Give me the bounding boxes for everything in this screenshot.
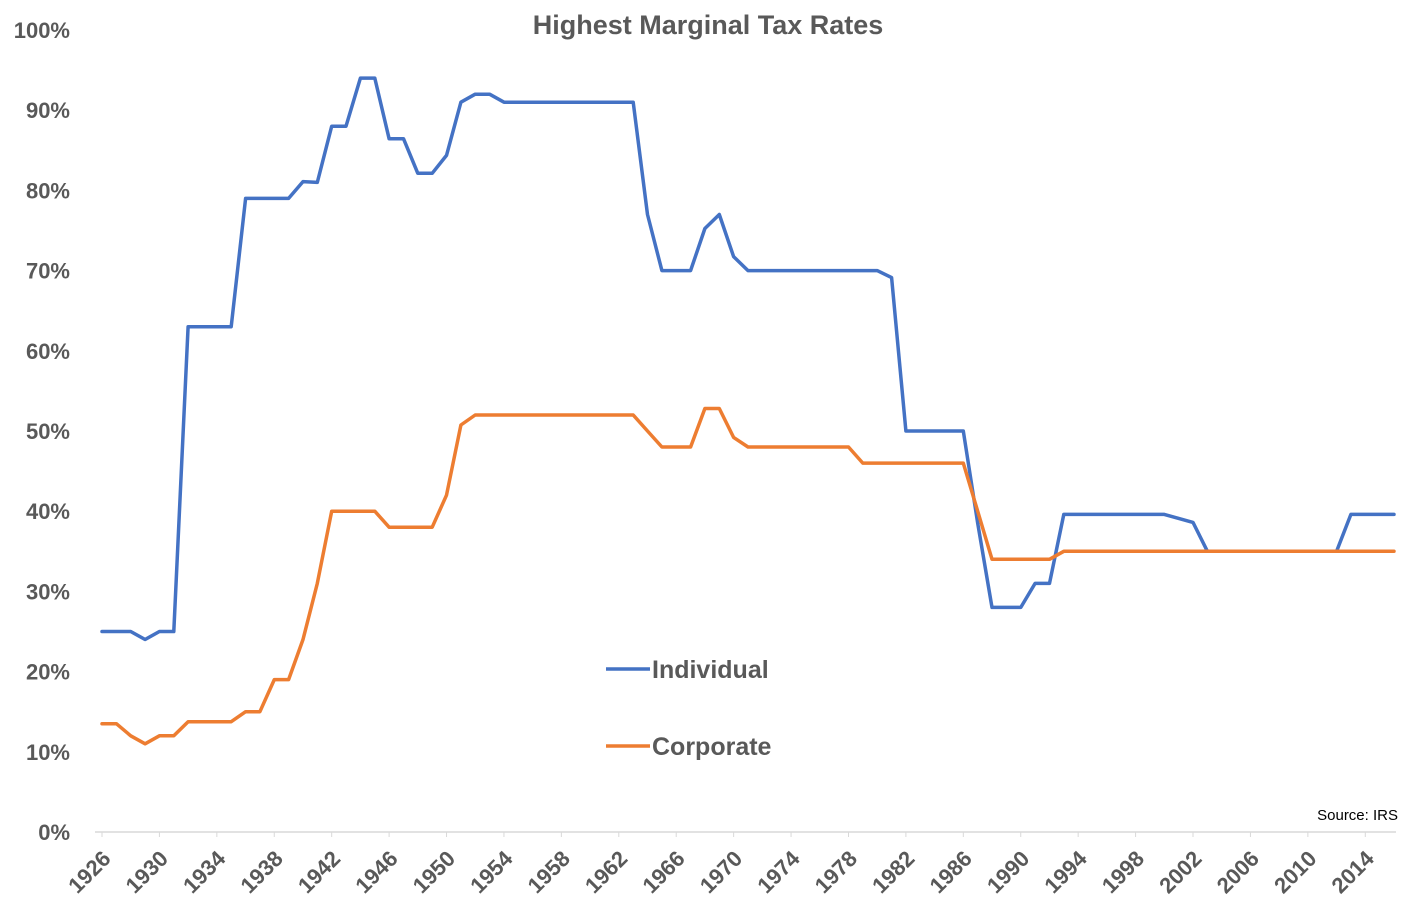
x-tick-label: 1926 (63, 846, 115, 898)
x-tick-label: 1950 (408, 846, 460, 898)
x-tick-label: 1970 (695, 846, 747, 898)
x-tick-label: 2002 (1154, 846, 1206, 898)
source-note: Source: IRS (1317, 807, 1398, 824)
y-tick-label: 80% (26, 178, 70, 203)
x-tick-label: 2010 (1269, 846, 1321, 898)
series-line-individual (100, 76, 1396, 642)
x-axis: 1926 1930 1934 1938 1942 1946 1950 1954 1958 1962… (63, 832, 1379, 898)
x-tick-label: 1958 (523, 846, 575, 898)
x-tick-label: 1966 (637, 846, 689, 898)
x-tick-label: 1946 (350, 846, 402, 898)
x-tick-label: 1998 (1097, 846, 1149, 898)
x-tick-label: 1938 (236, 846, 288, 898)
y-tick-label: 90% (26, 98, 70, 123)
x-tick-label: 1978 (810, 846, 862, 898)
y-tick-label: 10% (26, 740, 70, 765)
legend-label-individual: Individual (652, 656, 769, 684)
x-tick-label: 1930 (121, 846, 173, 898)
y-tick-label: 30% (26, 579, 70, 604)
x-tick-label: 1942 (293, 846, 345, 898)
x-tick-label: 1934 (178, 845, 231, 898)
x-tick-label: 1986 (925, 846, 977, 898)
x-tick-label: 1954 (465, 845, 518, 898)
y-tick-label: 60% (26, 339, 70, 364)
x-tick-label: 1974 (752, 845, 805, 898)
legend-label-corporate: Corporate (652, 733, 772, 761)
y-tick-label: 20% (26, 660, 70, 685)
y-tick-label: 0% (38, 820, 70, 845)
x-tick-label: 1982 (867, 846, 919, 898)
chart-title: Highest Marginal Tax Rates (533, 10, 884, 40)
x-tick-label: 2014 (1327, 845, 1380, 898)
x-tick-label: 1990 (982, 846, 1034, 898)
y-tick-label: 50% (26, 419, 70, 444)
x-tick-label: 1962 (580, 846, 632, 898)
y-tick-label: 100% (14, 18, 70, 43)
legend: Individual Corporate (606, 656, 772, 761)
y-axis: 0% 10% 20% 30% 40% 50% 60% 70% 80% 90% 100% (14, 18, 70, 845)
y-tick-label: 40% (26, 499, 70, 524)
series-line-corporate (100, 406, 1396, 746)
x-tick-label: 1994 (1039, 845, 1092, 898)
series-lines (100, 76, 1396, 746)
y-tick-label: 70% (26, 259, 70, 284)
x-tick-label: 2006 (1212, 846, 1264, 898)
